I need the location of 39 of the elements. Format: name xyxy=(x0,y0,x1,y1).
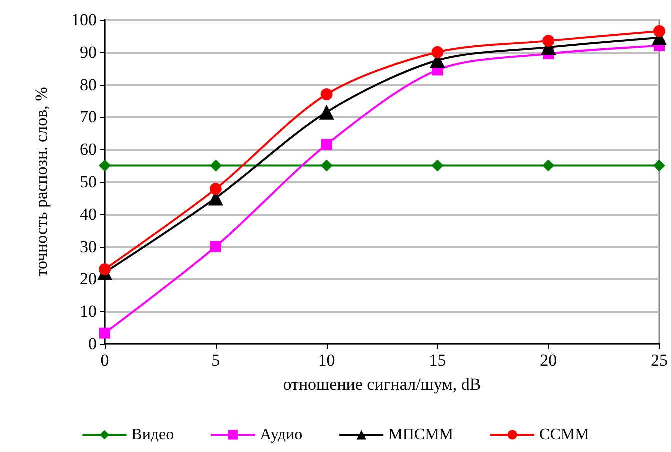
y-tick-label: 0 xyxy=(88,334,97,354)
y-tick-label: 40 xyxy=(80,204,97,224)
point xyxy=(210,160,222,172)
legend-label: Видео xyxy=(132,426,174,444)
point xyxy=(432,160,444,172)
x-tick-label: 20 xyxy=(540,351,558,370)
point xyxy=(432,46,444,58)
point xyxy=(100,328,110,339)
y-tick-label: 80 xyxy=(80,75,97,94)
point xyxy=(320,160,333,172)
y-tick-label: 50 xyxy=(80,172,97,192)
point xyxy=(319,104,334,120)
x-tick-label: 15 xyxy=(429,351,446,370)
point xyxy=(99,160,111,172)
point xyxy=(320,88,333,101)
y-tick-label: 70 xyxy=(80,108,97,127)
legend-label: Аудио xyxy=(260,426,303,444)
point xyxy=(654,160,666,172)
x-tick-label: 0 xyxy=(100,351,110,370)
point xyxy=(210,183,222,196)
x-axis-title: отношение сигнал/шум, dB xyxy=(283,375,482,394)
point xyxy=(321,139,332,150)
y-tick-label: 20 xyxy=(80,270,97,289)
y-tick-label: 10 xyxy=(80,302,97,322)
y-tick-label: 60 xyxy=(80,140,97,160)
point xyxy=(654,25,666,38)
point xyxy=(542,35,555,48)
x-tick-label: 5 xyxy=(212,351,220,370)
x-tick-label: 10 xyxy=(318,351,336,370)
legend-label: ССММ xyxy=(540,426,590,444)
y-tick-label: 30 xyxy=(80,237,97,256)
legend-label: МПСММ xyxy=(388,426,454,444)
point xyxy=(542,160,555,172)
point xyxy=(99,263,111,276)
y-axis-title: точность распозн. слов, % xyxy=(32,87,51,277)
x-tick-label: 25 xyxy=(651,351,668,370)
y-tick-label: 100 xyxy=(72,10,97,30)
point xyxy=(210,241,222,252)
y-tick-label: 90 xyxy=(80,42,97,62)
